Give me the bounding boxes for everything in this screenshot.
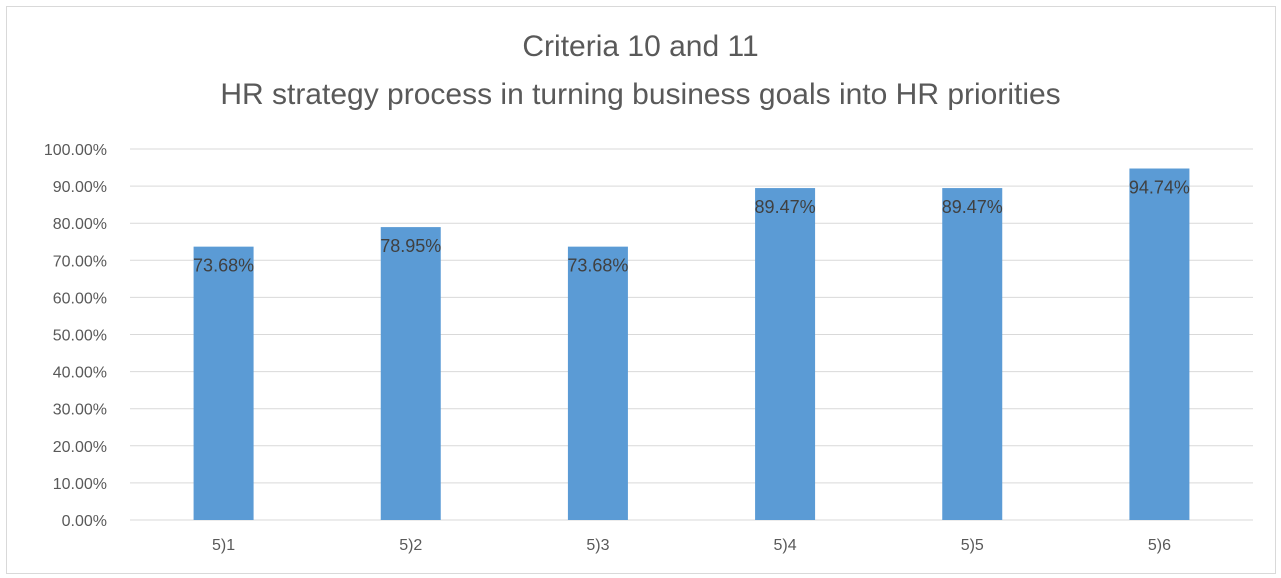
chart-subtitle: HR strategy process in turning business … (220, 78, 1061, 111)
x-tick-label: 5)3 (586, 537, 609, 554)
x-tick-label: 5)1 (212, 537, 235, 554)
data-label: 94.74% (1129, 178, 1190, 198)
bars (193, 168, 1190, 521)
data-label: 78.95% (380, 236, 441, 256)
y-tick-label: 90.00% (53, 179, 107, 196)
y-tick-label: 60.00% (53, 290, 107, 307)
chart-title: Criteria 10 and 11 (522, 30, 759, 63)
y-tick-label: 80.00% (53, 216, 107, 233)
data-label: 89.47% (942, 197, 1003, 217)
y-tick-label: 30.00% (53, 402, 107, 419)
bar (1129, 168, 1190, 521)
bar (193, 246, 254, 520)
data-label: 89.47% (755, 197, 816, 217)
x-axis-ticks: 5)1 5)2 5)3 5)4 5)5 5)6 (212, 537, 1171, 554)
y-tick-label: 20.00% (53, 439, 107, 456)
data-label: 73.68% (193, 256, 254, 276)
y-axis-ticks: 0.00% 10.00% 20.00% 30.00% 40.00% 50.00% 60.00… (44, 142, 107, 530)
y-tick-label: 40.00% (53, 365, 107, 382)
y-tick-label: 50.00% (53, 328, 107, 345)
data-label: 73.68% (567, 256, 628, 276)
x-tick-label: 5)2 (399, 537, 422, 554)
bar (942, 188, 1003, 521)
y-tick-label: 0.00% (62, 513, 107, 530)
y-tick-label: 100.00% (44, 142, 107, 159)
x-tick-label: 5)6 (1148, 537, 1171, 554)
bar (380, 227, 441, 520)
bar (567, 246, 628, 520)
x-tick-label: 5)4 (774, 537, 797, 554)
bar (755, 188, 816, 521)
gridlines (130, 148, 1253, 521)
data-labels: 73.68% 78.95% 73.68% 89.47% 89.47% 94.74% (193, 178, 1190, 276)
y-tick-label: 70.00% (53, 253, 107, 270)
y-tick-label: 10.00% (53, 476, 107, 493)
x-tick-label: 5)5 (961, 537, 984, 554)
